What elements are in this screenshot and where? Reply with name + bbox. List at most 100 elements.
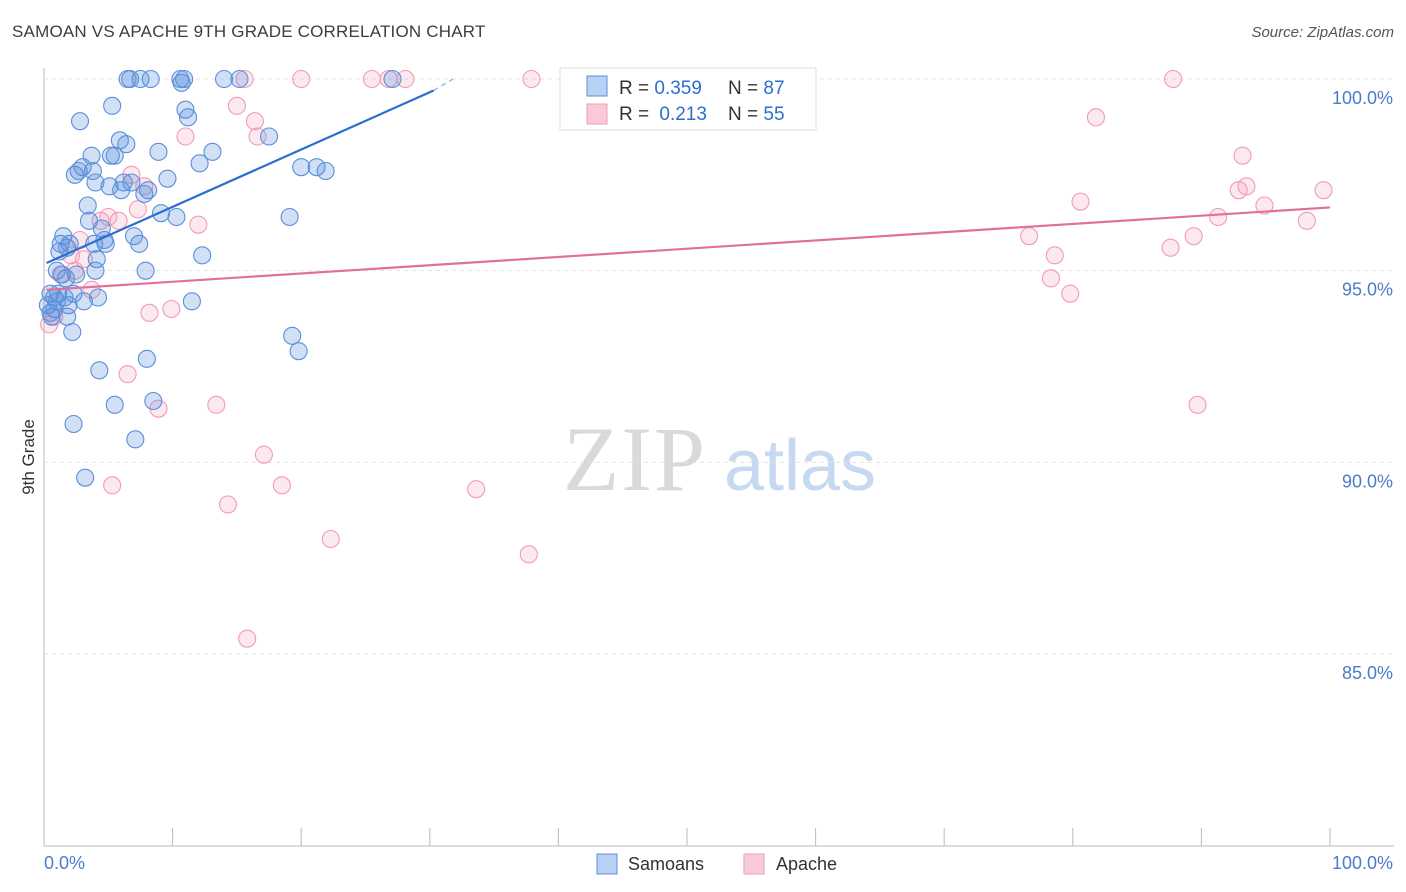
samoans-point[interactable] (139, 181, 158, 200)
apache-point[interactable] (162, 299, 181, 319)
apache-point[interactable] (140, 303, 159, 322)
apache-point[interactable] (128, 200, 147, 219)
apache-point[interactable] (1188, 395, 1207, 414)
apache-point[interactable] (1020, 227, 1039, 246)
apache-point[interactable] (321, 529, 340, 549)
samoans-point[interactable] (149, 142, 168, 161)
apache-point[interactable] (1164, 69, 1183, 89)
samoans-point[interactable] (178, 108, 198, 127)
apache-point[interactable] (396, 69, 415, 89)
samoans-point[interactable] (54, 227, 73, 246)
samoans-point[interactable] (259, 127, 279, 146)
samoans-point[interactable] (101, 146, 120, 165)
apache-point[interactable] (362, 69, 381, 89)
samoans-point[interactable] (87, 250, 106, 269)
apache-point[interactable] (122, 165, 141, 184)
apache-point[interactable] (189, 215, 208, 234)
samoans-point[interactable] (190, 154, 209, 173)
apache-point[interactable] (254, 445, 273, 464)
samoans-point[interactable] (105, 395, 124, 414)
samoans-point[interactable] (136, 261, 155, 280)
samoans-point[interactable] (230, 69, 249, 89)
samoans-point[interactable] (182, 292, 201, 311)
samoans-point[interactable] (316, 161, 335, 181)
apache-point[interactable] (292, 69, 311, 89)
apache-point[interactable] (1161, 238, 1180, 257)
samoans-point[interactable] (167, 207, 186, 227)
samoans-point[interactable] (70, 112, 90, 131)
samoans-point[interactable] (131, 69, 150, 89)
bottom-legend-swatch-samoans[interactable] (596, 853, 618, 875)
apache-point[interactable] (1233, 146, 1252, 165)
samoans-point[interactable] (83, 161, 102, 181)
samoans-point[interactable] (88, 288, 108, 307)
apache-point[interactable] (1086, 108, 1105, 127)
apache-point[interactable] (519, 545, 538, 564)
samoans-point[interactable] (45, 288, 64, 307)
samoans-point[interactable] (59, 296, 78, 315)
apache-point[interactable] (1045, 246, 1064, 265)
apache-point[interactable] (1061, 284, 1080, 303)
samoans-point[interactable] (76, 468, 95, 487)
samoans-point[interactable] (289, 342, 308, 361)
samoans-point[interactable] (74, 292, 93, 311)
samoans-point[interactable] (283, 326, 302, 345)
apache-point[interactable] (118, 365, 137, 384)
samoans-point[interactable] (122, 173, 141, 192)
samoans-point[interactable] (280, 207, 299, 227)
samoans-point[interactable] (114, 173, 133, 192)
apache-point[interactable] (1237, 177, 1256, 196)
samoans-point[interactable] (144, 391, 163, 411)
samoans-point[interactable] (58, 307, 77, 326)
samoans-point[interactable] (121, 69, 140, 89)
apache-point[interactable] (467, 480, 486, 499)
samoans-point[interactable] (96, 234, 115, 253)
bottom-legend-label-samoans[interactable]: Samoans (628, 854, 704, 874)
apache-point[interactable] (103, 476, 122, 495)
samoans-point[interactable] (117, 135, 136, 154)
samoans-point[interactable] (158, 169, 177, 188)
bottom-legend-swatch-apache[interactable] (743, 853, 765, 875)
samoans-point[interactable] (90, 361, 109, 380)
samoans-point[interactable] (130, 234, 149, 253)
apache-point[interactable] (1209, 207, 1228, 227)
apache-point[interactable] (1071, 192, 1090, 211)
apache-point[interactable] (99, 207, 118, 227)
samoans-point[interactable] (64, 414, 83, 434)
apache-point[interactable] (272, 476, 291, 495)
apache-point[interactable] (235, 69, 254, 89)
apache-point[interactable] (1314, 181, 1333, 200)
samoans-point[interactable] (63, 322, 82, 342)
samoans-point[interactable] (292, 158, 311, 177)
samoans-point[interactable] (86, 261, 105, 280)
apache-point[interactable] (1041, 269, 1060, 288)
samoans-point[interactable] (92, 219, 111, 238)
bottom-legend-label-apache[interactable]: Apache (776, 854, 837, 874)
apache-point[interactable] (1184, 227, 1203, 246)
samoans-point[interactable] (193, 246, 212, 265)
apache-point[interactable] (227, 96, 246, 115)
apache-point[interactable] (218, 495, 237, 514)
samoans-point[interactable] (175, 69, 194, 89)
samoans-point[interactable] (82, 146, 101, 165)
apache-point[interactable] (238, 629, 257, 648)
apache-point[interactable] (74, 250, 93, 269)
samoans-point[interactable] (141, 69, 160, 89)
apache-point[interactable] (176, 127, 195, 146)
samoans-point[interactable] (78, 196, 97, 215)
samoans-point[interactable] (203, 142, 222, 161)
apache-point[interactable] (207, 395, 226, 414)
apache-point[interactable] (109, 211, 128, 230)
apache-point[interactable] (245, 112, 264, 131)
samoans-point[interactable] (137, 349, 156, 368)
apache-point[interactable] (522, 69, 541, 89)
samoans-point[interactable] (86, 173, 105, 192)
samoans-point[interactable] (214, 69, 234, 89)
samoans-point[interactable] (67, 265, 86, 284)
samoans-point[interactable] (307, 158, 326, 177)
samoans-point[interactable] (126, 430, 145, 449)
samoans-point[interactable] (383, 69, 402, 89)
apache-point[interactable] (1297, 211, 1316, 230)
apache-point[interactable] (1255, 196, 1274, 215)
samoans-point[interactable] (47, 261, 66, 280)
